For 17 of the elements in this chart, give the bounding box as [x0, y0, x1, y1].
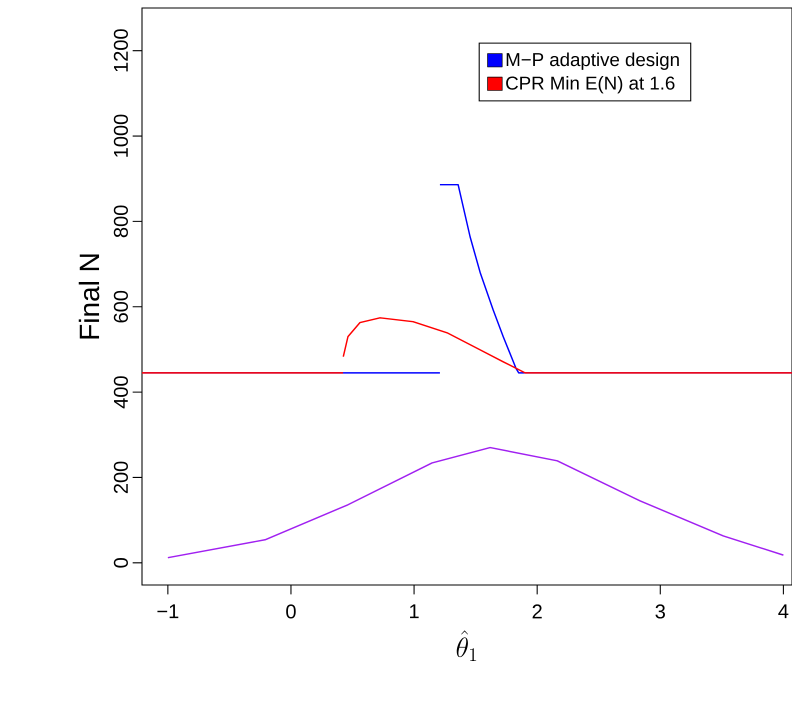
- x-tick-label: −1: [157, 604, 178, 618]
- y-tick-label: 600: [114, 290, 128, 322]
- legend-label: M−P adaptive design: [506, 52, 679, 70]
- x-tick-label: 2: [532, 604, 542, 618]
- x-tick-label: 3: [655, 604, 665, 619]
- x-tick-label: 1: [410, 604, 419, 618]
- y-tick-label: 400: [114, 376, 128, 408]
- x-tick-label: 0: [286, 604, 296, 619]
- y-tick-label: 1000: [114, 114, 128, 157]
- y-tick-label: 0: [114, 558, 128, 568]
- y-tick-label: 200: [114, 462, 128, 494]
- x-tick-label: 4: [778, 604, 788, 618]
- legend-label: CPR Min E(N) at 1.6: [506, 76, 674, 94]
- y-tick-label: 1200: [114, 29, 128, 72]
- y-tick-label: 800: [114, 206, 128, 238]
- x-axis-title: $\hat{\theta}_1$: [456, 630, 476, 662]
- y-axis-title: Final N: [78, 254, 100, 339]
